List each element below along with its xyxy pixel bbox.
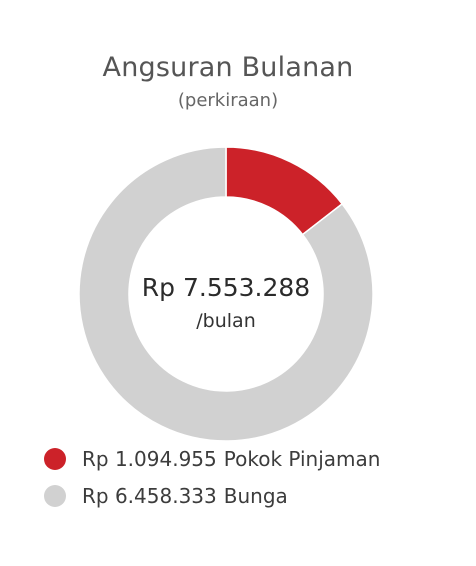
legend-value-bunga: Rp 6.458.333 [82, 484, 217, 508]
center-amount: Rp 7.553.288 [142, 273, 310, 302]
legend-value-pokok-pinjaman: Rp 1.094.955 [82, 447, 217, 471]
donut-slices [78, 146, 374, 442]
legend-marker-pokok-pinjaman [44, 448, 66, 470]
legend-item-pokok-pinjaman[interactable]: Rp 1.094.955 Pokok Pinjaman [44, 440, 380, 478]
chart-title: Angsuran Bulanan [102, 52, 354, 83]
legend-item-bunga[interactable]: Rp 6.458.333 Bunga [44, 477, 380, 515]
chart-legend: Rp 1.094.955 Pokok Pinjaman Rp 6.458.333 B… [44, 440, 380, 514]
legend-marker-bunga [44, 485, 66, 507]
chart-subtitle: (perkiraan) [177, 90, 279, 111]
legend-label-bunga: Bunga [223, 484, 288, 508]
legend-label-pokok-pinjaman: Pokok Pinjaman [223, 447, 381, 471]
center-unit: /bulan [196, 310, 255, 332]
donut-slice-bunga[interactable] [78, 146, 374, 442]
